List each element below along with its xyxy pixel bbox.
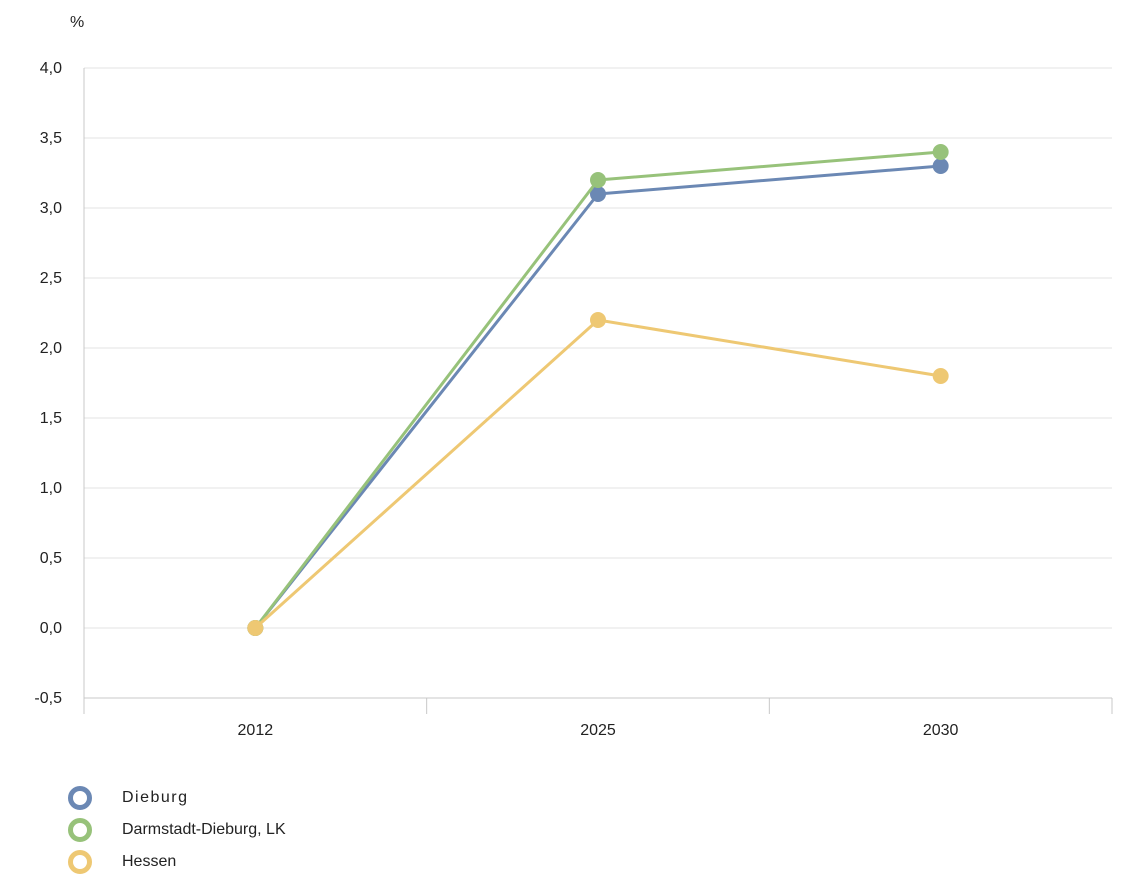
y-tick-label: 2,5	[40, 270, 62, 287]
data-point-hessen-2030[interactable]	[932, 368, 949, 384]
legend-item-dieburg[interactable]: Dieburg	[68, 782, 286, 814]
legend-item-darmstadt-dieburg[interactable]: Darmstadt-Dieburg, LK	[68, 814, 286, 846]
legend: Dieburg Darmstadt-Dieburg, LK Hessen	[68, 782, 286, 878]
series-hessen	[247, 312, 949, 636]
x-tick-label-2030: 2030	[923, 722, 959, 739]
data-point-darmstadt-dieburg-lk-2030[interactable]	[932, 144, 949, 160]
series-line-dieburg	[253, 164, 943, 630]
x-tick-label-2012: 2012	[238, 722, 274, 739]
y-tick-label: 0,0	[40, 620, 62, 637]
legend-label-dieburg: Dieburg	[122, 789, 189, 806]
y-axis-unit-label: %	[70, 14, 84, 31]
series-line-hessen	[253, 318, 943, 630]
legend-marker-darmstadt-dieburg	[68, 818, 92, 842]
y-tick-label: 4,0	[40, 60, 62, 77]
axes: -0,5 0,0 0,5 1,0 1,5 2,0 2,5 3,0 3,5 4,0 2012 2025 2…	[34, 60, 1113, 739]
legend-marker-hessen	[68, 850, 92, 874]
y-tick-label: 1,5	[40, 410, 62, 427]
legend-item-hessen[interactable]: Hessen	[68, 846, 286, 878]
series-lines	[247, 144, 949, 636]
line-chart: % -0,5 0,0 0,5 1,0 1,5 2,0 2,5 3,0 3,5 4,0 2012 202…	[34, 14, 1113, 739]
legend-marker-dieburg	[68, 786, 92, 810]
y-tick-label: 3,5	[40, 130, 62, 147]
legend-label-darmstadt-dieburg: Darmstadt-Dieburg, LK	[122, 821, 286, 838]
y-tick-label: 3,0	[40, 200, 62, 217]
data-point-dieburg-2030[interactable]	[932, 158, 949, 174]
y-tick-label: 0,5	[40, 550, 62, 567]
y-tick-label: 2,0	[40, 340, 62, 357]
data-point-hessen-2025[interactable]	[590, 312, 606, 328]
y-tick-label: -0,5	[34, 690, 62, 707]
series-line-darmstadt-dieburg-lk	[253, 150, 943, 630]
series-darmstadt-dieburg-lk	[247, 144, 949, 636]
gridlines	[84, 67, 1112, 699]
y-tick-label: 1,0	[40, 480, 62, 497]
data-point-darmstadt-dieburg-lk-2025[interactable]	[590, 172, 606, 188]
x-tick-label-2025: 2025	[580, 722, 616, 739]
data-point-hessen-2012[interactable]	[247, 620, 264, 636]
data-point-dieburg-2025[interactable]	[590, 186, 606, 202]
legend-label-hessen: Hessen	[122, 853, 177, 870]
series-dieburg	[247, 158, 949, 636]
